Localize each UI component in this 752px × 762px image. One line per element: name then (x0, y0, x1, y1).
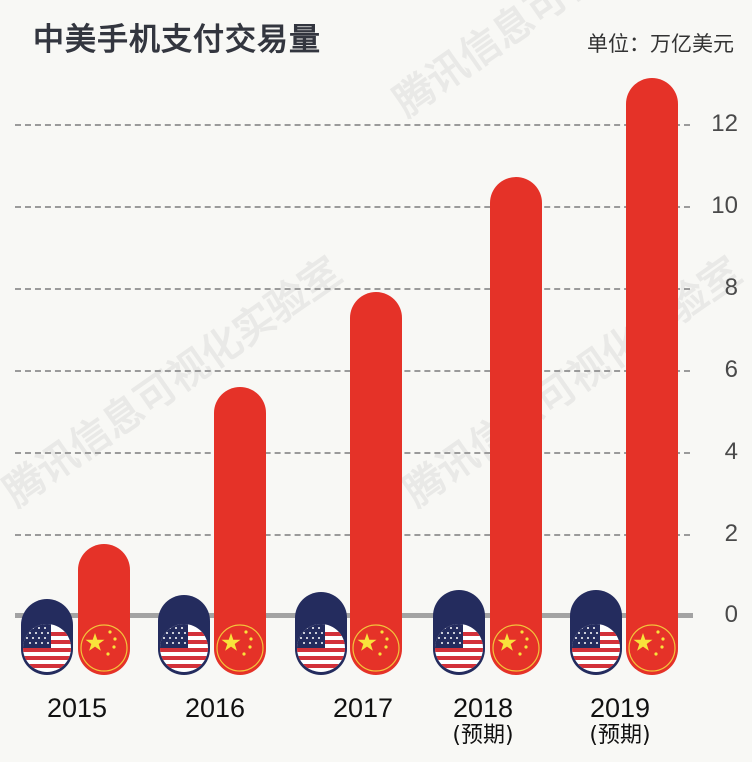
gridline-12 (15, 124, 690, 126)
bar-usa-2015[interactable] (21, 599, 73, 675)
y-tick: 0 (724, 601, 738, 628)
bar-china-2016[interactable] (214, 387, 266, 675)
china-flag-icon (628, 624, 676, 672)
bar-china-2019[interactable] (626, 78, 678, 675)
watermark: 腾讯信息可视化实验室 (0, 248, 350, 516)
us-flag-icon (572, 624, 620, 672)
y-tick: 6 (724, 356, 738, 383)
gridline-10 (15, 206, 690, 208)
us-flag-icon (297, 624, 345, 672)
x-label-year: 2018 (452, 693, 514, 723)
unit-label: 单位：万亿美元 (587, 32, 734, 56)
us-flag-icon (23, 624, 71, 672)
watermark: 腾讯信息可视化实验室 (380, 0, 741, 128)
us-flag-icon (435, 624, 483, 672)
china-flag-icon (352, 624, 400, 672)
china-flag-icon (216, 624, 264, 672)
y-tick: 2 (724, 520, 738, 547)
y-tick: 8 (724, 274, 738, 301)
x-label-note: (预期) (589, 723, 651, 748)
x-label-year: 2017 (332, 693, 394, 723)
x-label-2016: 2016 (155, 693, 275, 723)
bar-china-2018[interactable] (490, 177, 542, 675)
china-flag-icon (492, 624, 540, 672)
bar-china-2017[interactable] (350, 292, 402, 675)
chart-title: 中美手机支付交易量 (33, 22, 321, 58)
gridline-8 (15, 288, 690, 290)
bar-china-2015[interactable] (78, 544, 130, 675)
china-flag-icon (80, 624, 128, 672)
x-label-2015: 2015 (17, 693, 137, 723)
bar-usa-2018[interactable] (433, 590, 485, 675)
y-tick: 10 (711, 192, 738, 219)
x-label-2017: 2017 (303, 693, 423, 723)
y-tick: 12 (711, 110, 738, 137)
bar-usa-2019[interactable] (570, 590, 622, 675)
x-label-year: 2015 (46, 693, 108, 723)
x-label-note: (预期) (452, 723, 514, 748)
x-label-2019: 2019 (预期) (560, 693, 680, 749)
x-label-2018: 2018 (预期) (423, 693, 543, 749)
y-tick: 4 (724, 438, 738, 465)
bar-usa-2016[interactable] (158, 595, 210, 675)
x-label-year: 2019 (589, 693, 651, 723)
watermark: 腾讯信息可视化实验室 (395, 248, 750, 516)
x-label-year: 2016 (184, 693, 246, 723)
us-flag-icon (160, 624, 208, 672)
bar-usa-2017[interactable] (295, 592, 347, 675)
